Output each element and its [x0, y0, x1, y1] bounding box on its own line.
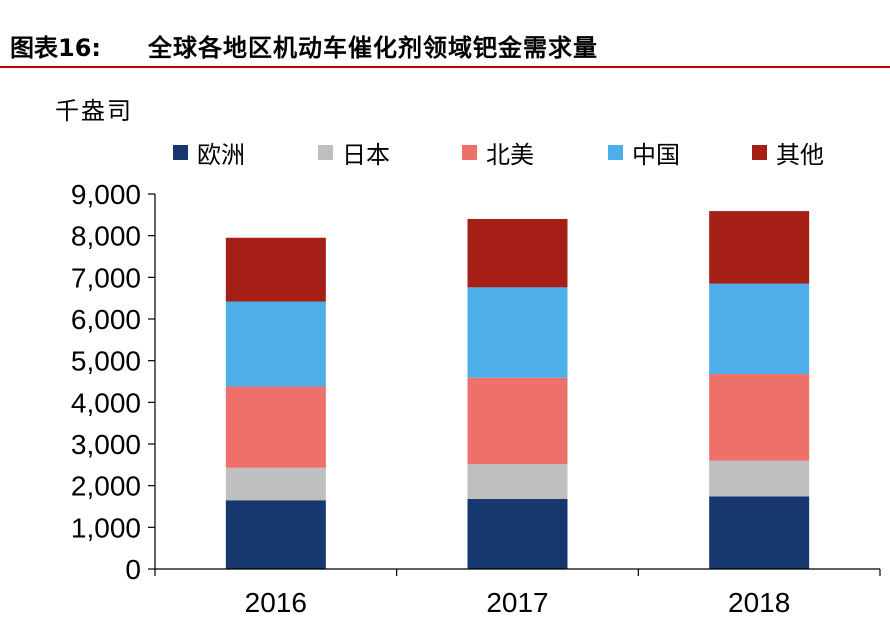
- x-tick-label: 2016: [245, 587, 307, 618]
- legend-swatch: [318, 145, 333, 160]
- x-tick-label: 2017: [486, 587, 548, 618]
- y-tick-label: 5,000: [71, 346, 141, 377]
- bar-segment: [709, 496, 810, 569]
- header-rule: [0, 66, 890, 68]
- figure-label: 图表16:: [10, 34, 101, 62]
- y-tick-label: 4,000: [71, 387, 141, 418]
- bar-segment: [225, 237, 326, 302]
- legend: 欧洲 日本 北美 中国 其他: [173, 141, 824, 169]
- x-tick-label: 2018: [728, 587, 790, 618]
- legend-swatch: [173, 145, 188, 160]
- x-axis: 2016 2017 2018: [154, 568, 881, 618]
- legend-label: 欧洲: [197, 141, 245, 169]
- legend-label: 中国: [632, 141, 680, 169]
- legend-label: 其他: [776, 141, 824, 169]
- y-tick-label: 3,000: [71, 429, 141, 460]
- y-tick-label: 9,000: [71, 179, 141, 210]
- bar-segment: [467, 499, 568, 569]
- y-axis: 0 1,000 2,000 3,000 4,000 5,000 6,000 7,000 8,00…: [71, 179, 156, 585]
- y-axis-unit-label: 千盎司: [55, 97, 133, 125]
- y-tick-label: 8,000: [71, 221, 141, 252]
- bar-segment: [709, 374, 810, 461]
- bar-segment: [225, 500, 326, 569]
- y-tick-label: 6,000: [71, 304, 141, 335]
- y-tick-label: 1,000: [71, 512, 141, 543]
- legend-swatch: [462, 145, 477, 160]
- bar-segment: [467, 464, 568, 499]
- legend-label: 北美: [486, 141, 534, 169]
- bar-segment: [225, 301, 326, 387]
- bars: [225, 211, 810, 569]
- bar-segment: [467, 219, 568, 288]
- bar-segment: [225, 467, 326, 501]
- bar-segment: [709, 211, 810, 284]
- figure-header: 图表16: 全球各地区机动车催化剂领域钯金需求量: [0, 24, 890, 68]
- bar-segment: [709, 283, 810, 374]
- legend-swatch: [608, 145, 623, 160]
- bar-segment: [225, 386, 326, 468]
- legend-label: 日本: [342, 141, 390, 169]
- y-tick-label: 7,000: [71, 262, 141, 293]
- figure-title: 全球各地区机动车催化剂领域钯金需求量: [148, 34, 598, 62]
- bar-segment: [467, 377, 568, 464]
- legend-swatch: [752, 145, 767, 160]
- y-tick-label: 2,000: [71, 471, 141, 502]
- bar-segment: [467, 287, 568, 378]
- bar-segment: [709, 460, 810, 497]
- y-tick-label: 0: [125, 554, 141, 585]
